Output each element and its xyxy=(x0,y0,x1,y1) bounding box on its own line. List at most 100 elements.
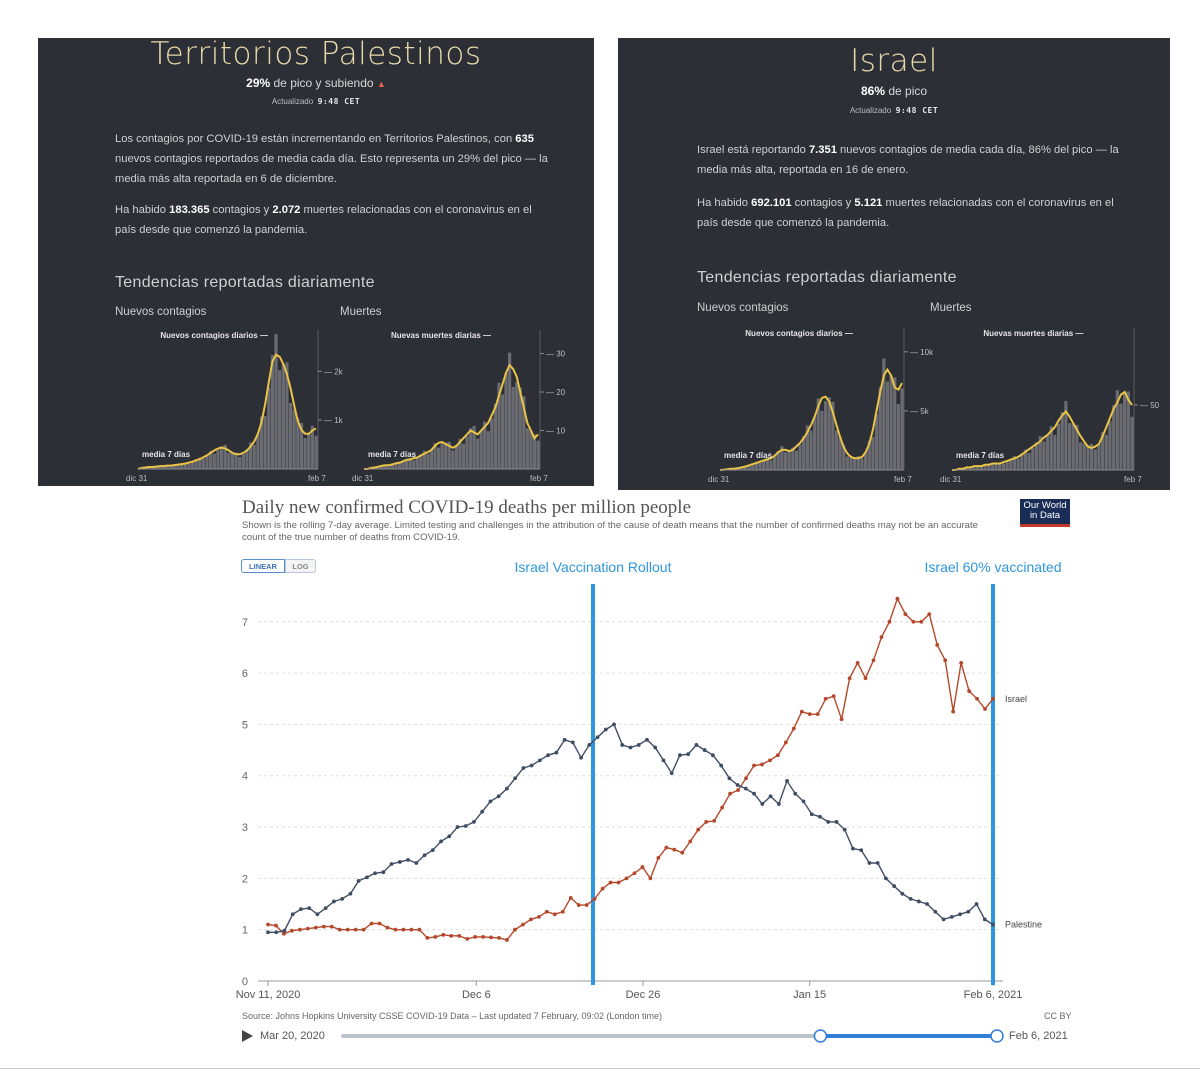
daily-bar xyxy=(983,464,987,470)
linear-scale-button[interactable]: LINEAR xyxy=(241,559,285,573)
timeline-start-handle xyxy=(813,1029,828,1043)
data-point xyxy=(345,927,350,932)
data-point xyxy=(839,717,844,722)
daily-bar xyxy=(536,440,540,469)
owid-logo[interactable]: Our World in Data xyxy=(1020,499,1070,527)
data-point xyxy=(895,596,900,601)
daily-bar xyxy=(1049,426,1053,470)
daily-bar xyxy=(209,450,213,469)
data-point xyxy=(653,745,658,750)
data-point xyxy=(616,880,621,885)
daily-bar xyxy=(278,370,282,469)
logo-line: in Data xyxy=(1029,510,1061,521)
data-point xyxy=(417,927,422,932)
daily-bar xyxy=(234,452,238,469)
data-point xyxy=(489,935,493,940)
daily-bar xyxy=(823,401,828,470)
daily-bar xyxy=(288,402,293,469)
daily-bar xyxy=(454,445,458,469)
daily-bar xyxy=(216,449,220,469)
section-heading: Tendencias reportadas diariamente xyxy=(697,269,957,286)
daily-bar xyxy=(486,431,490,469)
data-point xyxy=(513,927,517,932)
x-start-label: dic 31 xyxy=(352,474,374,483)
daily-bar xyxy=(252,444,256,469)
data-point xyxy=(595,735,600,740)
data-point xyxy=(823,696,828,701)
daily-bar xyxy=(1078,442,1083,470)
daily-bar xyxy=(256,433,260,469)
source-note: Source: Johns Hopkins University CSSE CO… xyxy=(242,1011,663,1021)
daily-bar xyxy=(1119,403,1123,470)
data-point xyxy=(959,660,964,665)
data-point xyxy=(603,727,608,732)
daily-bar xyxy=(972,465,976,470)
data-point xyxy=(704,820,709,824)
total-cases: 692.101 xyxy=(751,197,792,209)
data-point xyxy=(785,778,789,783)
data-point xyxy=(982,917,987,922)
section-heading: Tendencias reportadas diariamente xyxy=(115,274,375,291)
daily-bar xyxy=(490,418,494,469)
daily-bar xyxy=(263,416,267,469)
data-point xyxy=(576,903,581,907)
daily-bar xyxy=(172,464,176,469)
peak-text: de pico xyxy=(885,84,928,98)
daily-bar xyxy=(816,398,820,470)
series-label: Palestine xyxy=(1005,920,1042,930)
data-point xyxy=(678,753,682,758)
data-point xyxy=(389,862,394,866)
updated-label: Actualizado xyxy=(849,106,892,115)
daily-bar xyxy=(267,387,271,469)
daily-bar xyxy=(397,461,402,469)
daily-bar xyxy=(990,464,995,470)
avg-line xyxy=(719,367,903,471)
data-point xyxy=(694,743,699,747)
daily-bar xyxy=(1038,436,1042,470)
daily-bar xyxy=(307,433,311,469)
chart-title: Daily new confirmed COVID-19 deaths per … xyxy=(242,497,692,518)
data-point xyxy=(385,925,390,930)
data-point xyxy=(568,895,573,900)
daily-bar xyxy=(296,418,300,469)
play-icon[interactable] xyxy=(242,1030,253,1042)
data-point xyxy=(887,619,892,624)
data-point xyxy=(353,927,358,932)
daily-bar xyxy=(274,334,278,469)
daily-bar xyxy=(791,447,795,470)
daily-bar xyxy=(783,452,788,470)
daily-bar xyxy=(1093,449,1097,470)
daily-bar xyxy=(1012,456,1017,470)
daily-bar xyxy=(1101,432,1105,470)
daily-bar xyxy=(515,382,519,469)
data-point xyxy=(826,820,831,824)
chart-label: Nuevos contagios diarios — xyxy=(745,329,853,338)
data-point xyxy=(640,865,645,869)
y-tick-label: 4 xyxy=(242,771,248,783)
daily-bar xyxy=(245,449,249,469)
daily-bar xyxy=(893,377,897,470)
data-point xyxy=(768,758,772,763)
data-point xyxy=(422,853,427,858)
daily-bar xyxy=(390,464,395,469)
daily-bar xyxy=(158,465,162,469)
daily-bar xyxy=(465,436,469,469)
daily-bar xyxy=(230,452,235,469)
data-point xyxy=(719,763,724,768)
x-start-label: dic 31 xyxy=(940,475,962,484)
data-point xyxy=(369,921,374,926)
daily-bar xyxy=(1031,448,1035,470)
data-point xyxy=(496,794,501,799)
data-point xyxy=(620,743,625,747)
x-tick-label: Dec 26 xyxy=(626,989,661,1001)
daily-bar xyxy=(376,466,380,469)
data-point xyxy=(768,794,773,799)
daily-bar xyxy=(1104,434,1108,470)
data-point xyxy=(776,802,781,806)
log-scale-button[interactable]: LOG xyxy=(285,559,316,573)
license-link[interactable]: CC BY xyxy=(1044,1011,1072,1021)
daily-bar xyxy=(249,442,253,469)
data-point xyxy=(875,861,880,865)
daily-bar xyxy=(809,430,813,470)
daily-bar xyxy=(845,456,849,470)
